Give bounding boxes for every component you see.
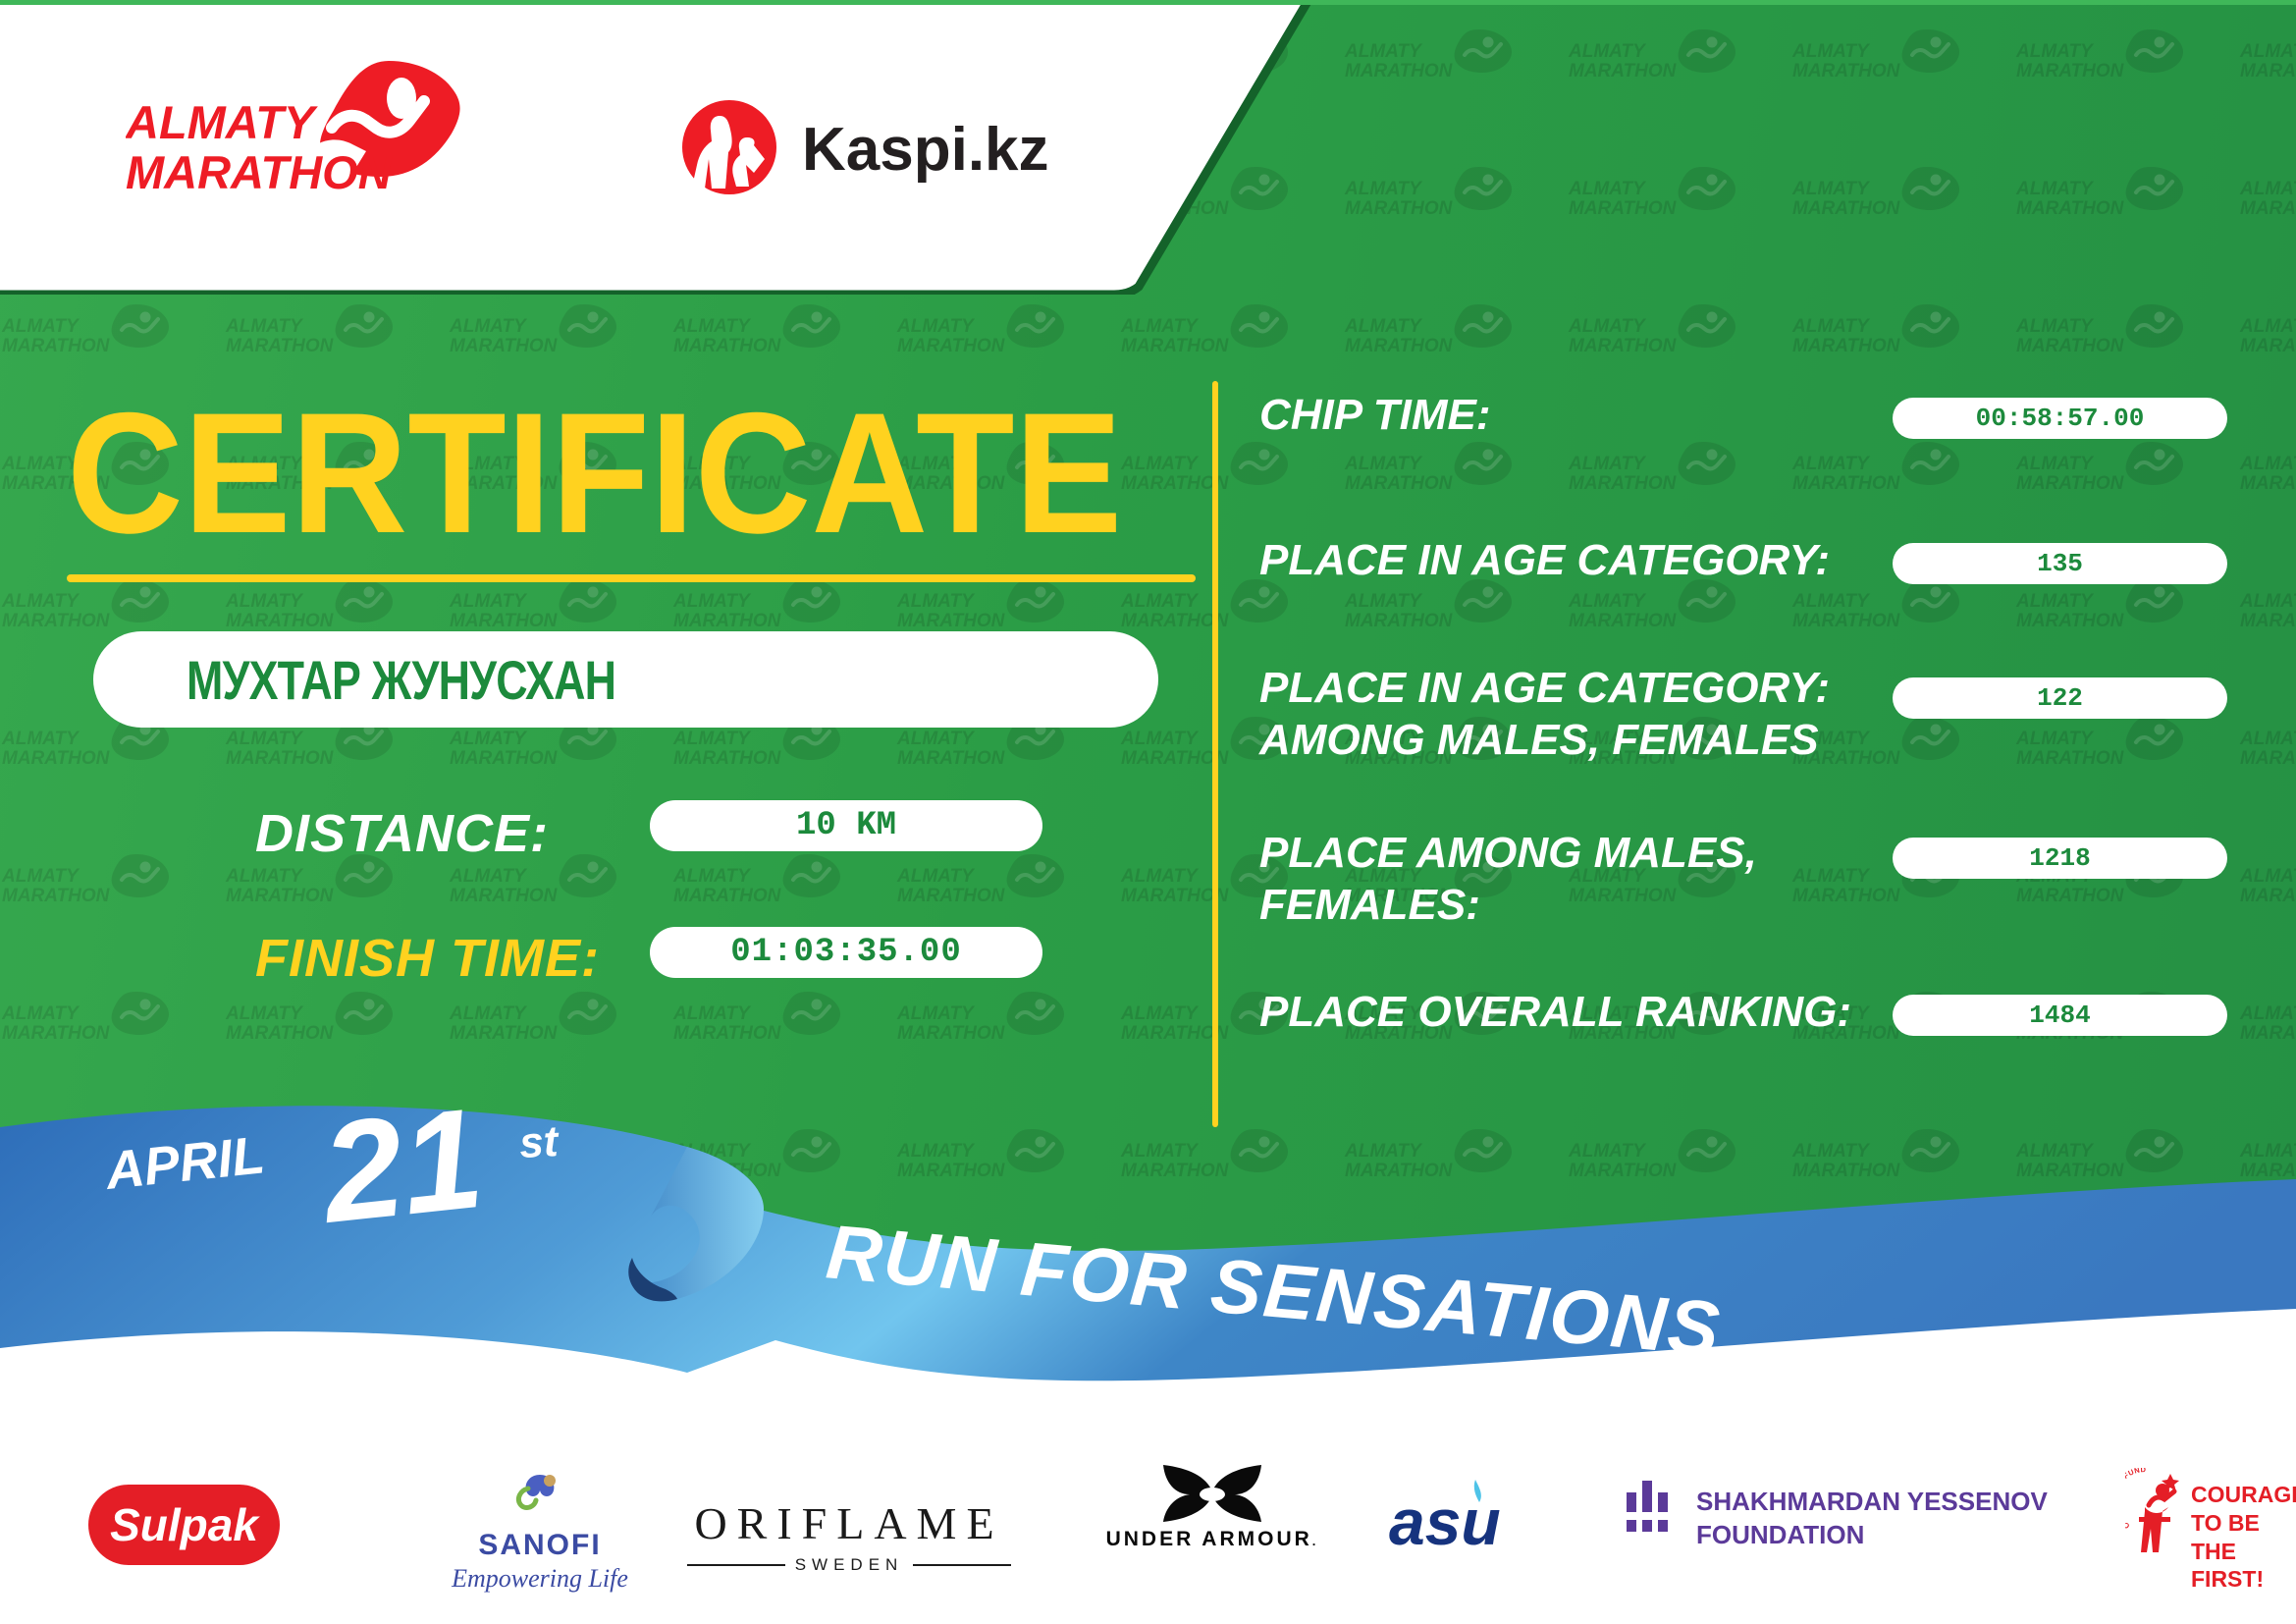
- svg-text:Kaspi.kz: Kaspi.kz: [802, 116, 1049, 184]
- svg-text:MARATHON: MARATHON: [126, 146, 393, 198]
- svg-text:ALMATY: ALMATY: [126, 96, 318, 148]
- svg-text:st: st: [518, 1117, 561, 1167]
- svg-text:21: 21: [312, 1103, 489, 1253]
- svg-text:asu: asu: [1389, 1486, 1501, 1558]
